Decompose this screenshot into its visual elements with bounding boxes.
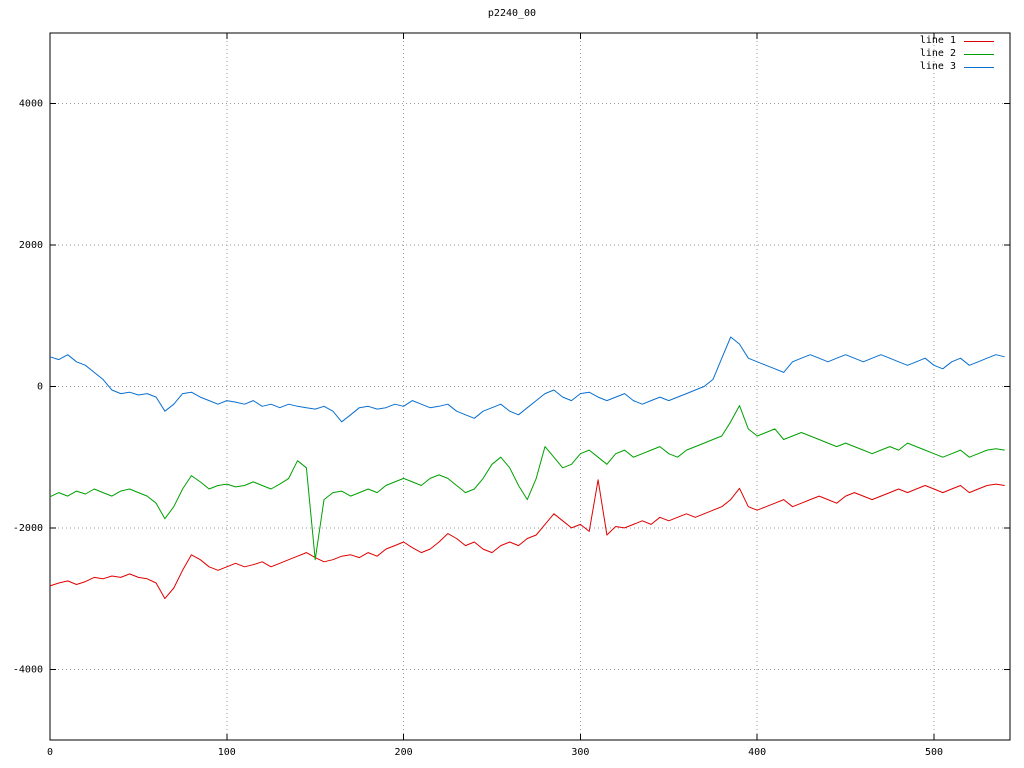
series-line-2 [49,405,1005,561]
y-tick-label: 2000 [19,240,43,251]
legend-label: line 1 [919,35,956,46]
x-tick-label: 500 [925,747,943,758]
x-tick-label: 200 [395,747,413,758]
y-tick-label: 4000 [19,99,43,110]
y-tick-label: 0 [37,382,43,393]
chart-title: p2240_00 [487,8,537,19]
legend-line-swatch [964,66,994,68]
legend-line-swatch [964,53,994,55]
legend-label: line 3 [919,61,956,72]
x-tick-label: 300 [571,747,589,758]
legend: line 1 line 2 line 3 [920,36,994,72]
legend-label: line 2 [919,48,956,59]
legend-item: line 3 [920,62,994,72]
x-tick-label: 0 [47,747,53,758]
y-tick-label: -2000 [13,523,43,534]
series-line-3 [49,336,1005,423]
legend-line-swatch [964,40,994,42]
y-tick-label: -4000 [13,664,43,675]
legend-item: line 1 [920,36,994,46]
x-tick-label: 400 [748,747,766,758]
legend-item: line 2 [920,49,994,59]
series-line-1 [49,479,1005,600]
x-tick-label: 100 [218,747,236,758]
